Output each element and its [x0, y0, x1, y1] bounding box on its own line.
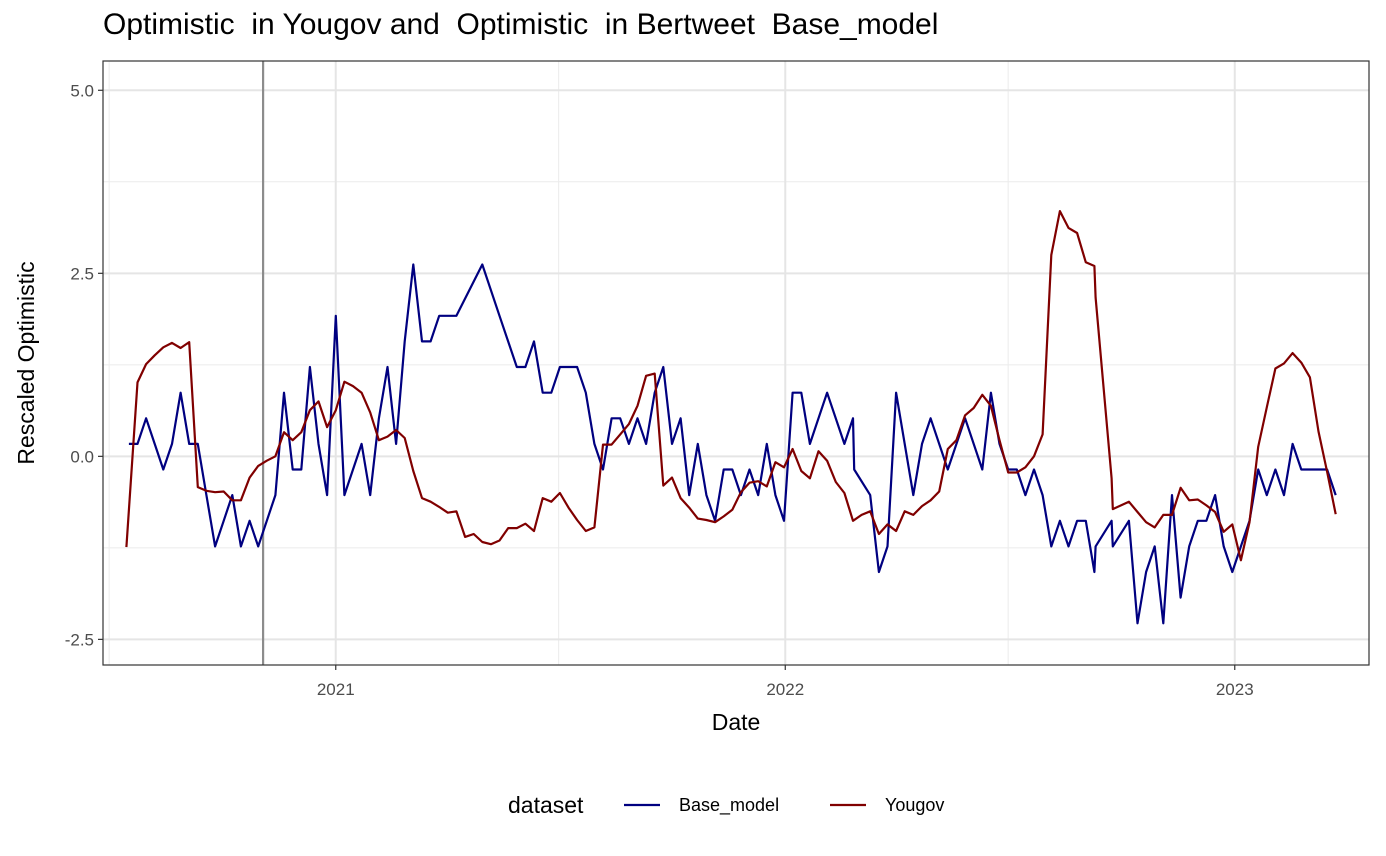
grid-minor	[103, 61, 1369, 665]
y-axis: -2.5 0.0 2.5 5.0	[65, 81, 103, 649]
series-layer	[125, 210, 1337, 625]
legend-title: dataset	[508, 792, 584, 818]
series-line-yougov	[125, 210, 1337, 562]
x-axis: 2021 2022 2023	[317, 665, 1254, 699]
y-tick-label: 2.5	[70, 264, 94, 283]
legend-label-base-model: Base_model	[679, 795, 779, 816]
plot-panel-border	[102, 60, 1370, 666]
plot-panel-background	[103, 61, 1369, 665]
chart-title: Optimistic in Yougov and Optimistic in B…	[103, 8, 939, 41]
y-axis-title: Rescaled Optimistic	[13, 261, 39, 464]
series-line-base-model	[128, 263, 1337, 625]
legend-label-yougov: Yougov	[885, 795, 944, 815]
y-tick-label: 5.0	[70, 81, 94, 100]
x-tick-label: 2021	[317, 680, 355, 699]
x-tick-label: 2022	[766, 680, 804, 699]
x-axis-title: Date	[712, 709, 761, 735]
y-tick-label: -2.5	[65, 630, 94, 649]
y-tick-label: 0.0	[70, 447, 94, 466]
x-tick-label: 2023	[1216, 680, 1254, 699]
grid-major	[103, 61, 1369, 665]
legend: dataset Base_model Yougov	[508, 792, 944, 818]
